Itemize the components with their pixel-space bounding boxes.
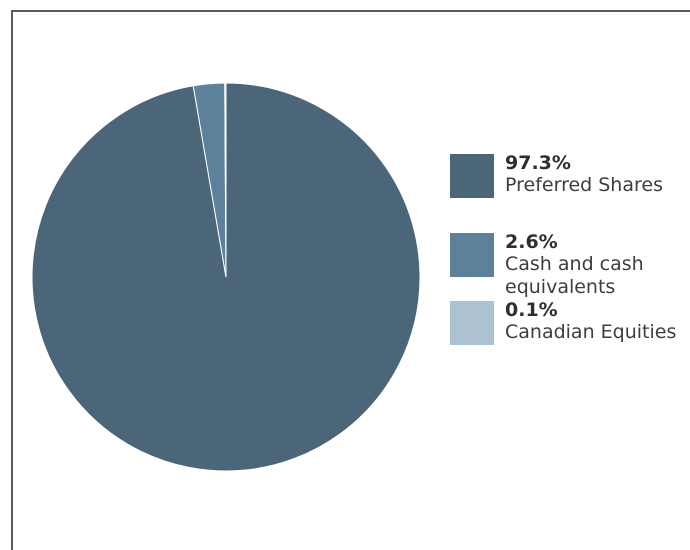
legend-text: 2.6% Cash and cash equivalents [505,231,690,299]
legend-text: 97.3% Preferred Shares [505,152,690,197]
pie-chart [31,82,421,472]
legend-swatch-cash [450,233,494,277]
legend-label-cash: Cash and cash equivalents [505,253,644,298]
pie-slice-canadian-equities [224,82,227,278]
legend-item-canadian-equities: 0.1% Canadian Equities [450,299,690,359]
legend-item-preferred-shares: 97.3% Preferred Shares [450,152,690,212]
legend-item-cash: 2.6% Cash and cash equivalents [450,231,690,298]
pie-slices [31,82,421,472]
legend-label-canadian-equities: Canadian Equities [505,321,677,343]
legend-swatch-canadian-equities [450,301,494,345]
legend-label-preferred-shares: Preferred Shares [505,174,663,196]
legend-value-canadian-equities: 0.1% [505,299,558,321]
legend-value-cash: 2.6% [505,231,558,253]
legend-swatch-preferred-shares [450,154,494,198]
legend-value-preferred-shares: 97.3% [505,152,571,174]
legend-text: 0.1% Canadian Equities [505,299,690,344]
legend: 97.3% Preferred Shares 2.6% Cash and cas… [450,152,690,378]
chart-frame [11,10,690,550]
